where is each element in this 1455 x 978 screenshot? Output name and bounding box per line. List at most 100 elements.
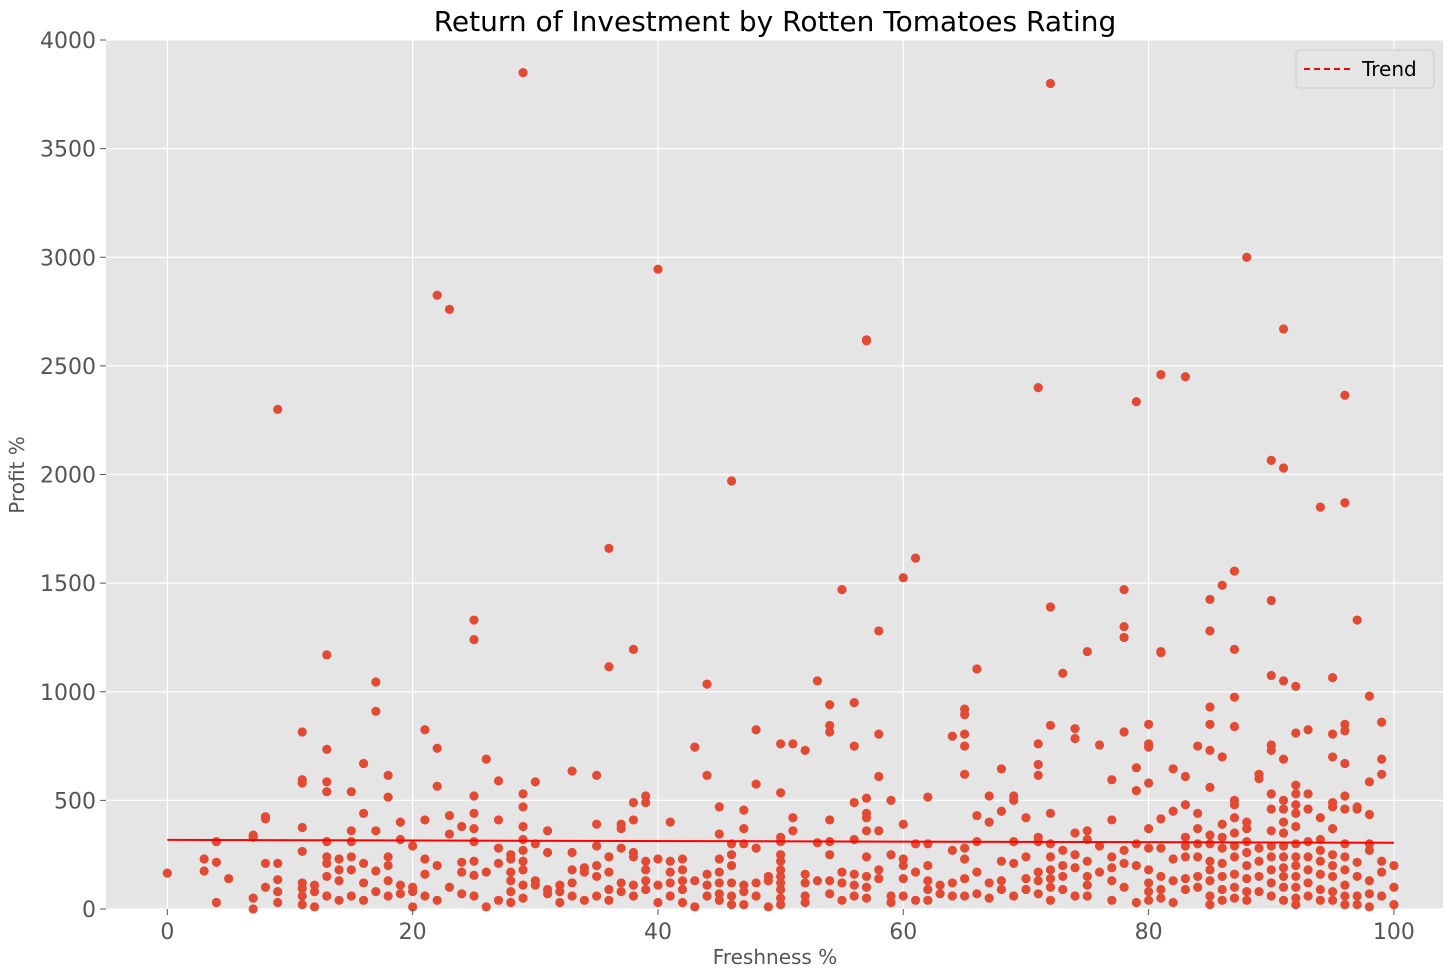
data-point: [1229, 566, 1240, 576]
data-point: [248, 904, 258, 914]
data-point: [874, 865, 884, 875]
data-point: [788, 813, 798, 823]
data-point: [653, 264, 663, 274]
data-point: [776, 856, 786, 866]
data-point: [776, 893, 786, 903]
data-point: [1205, 594, 1215, 605]
data-point: [690, 876, 700, 886]
data-point: [677, 854, 688, 864]
data-point: [1389, 900, 1399, 910]
data-point: [923, 792, 933, 802]
data-point: [1217, 843, 1227, 853]
data-point: [444, 304, 455, 314]
data-point: [923, 839, 933, 849]
data-point: [297, 891, 307, 901]
data-point: [960, 769, 970, 779]
data-point: [628, 880, 639, 890]
data-point: [555, 887, 565, 897]
data-point: [1033, 770, 1043, 780]
data-point: [542, 847, 553, 858]
data-point: [1340, 865, 1350, 875]
data-point: [1205, 782, 1215, 792]
data-point: [960, 709, 970, 720]
data-point: [763, 902, 773, 912]
data-point: [542, 889, 553, 899]
data-point: [1193, 871, 1203, 882]
data-point: [849, 834, 859, 845]
data-point: [395, 880, 405, 890]
data-point: [800, 869, 810, 879]
data-point: [726, 850, 737, 860]
data-point: [1229, 882, 1240, 892]
data-point: [567, 847, 577, 858]
data-point: [1119, 858, 1129, 868]
data-point: [1217, 819, 1227, 829]
data-point: [1193, 741, 1203, 751]
data-point: [874, 626, 884, 636]
data-point: [493, 776, 504, 786]
data-point: [1278, 871, 1289, 882]
data-point: [1328, 729, 1338, 739]
data-point: [273, 858, 283, 868]
data-point: [763, 876, 773, 886]
data-point: [1291, 728, 1301, 738]
data-point: [1242, 847, 1252, 858]
data-point: [481, 867, 491, 877]
data-point: [690, 902, 700, 912]
data-point: [1156, 648, 1166, 658]
data-point: [469, 891, 479, 901]
data-point: [1168, 897, 1178, 908]
y-tick-label: 2500: [40, 355, 96, 380]
data-point: [1364, 902, 1375, 912]
data-point: [1094, 740, 1105, 750]
data-point: [1364, 889, 1375, 899]
data-point: [1340, 791, 1350, 801]
y-axis-ticks: 0 500 1000 1500 2000 2500 3000 3500 4000: [40, 29, 106, 923]
data-point: [1291, 780, 1301, 790]
data-point: [1229, 869, 1240, 879]
data-point: [1303, 891, 1313, 901]
data-point: [1131, 785, 1141, 796]
data-point: [1144, 742, 1154, 752]
data-point: [604, 884, 614, 895]
data-point: [702, 891, 712, 901]
data-point: [383, 860, 393, 871]
data-point: [1377, 891, 1387, 901]
data-point: [1229, 828, 1240, 838]
data-point: [1328, 673, 1338, 683]
data-point: [1291, 821, 1301, 832]
data-point: [518, 856, 528, 866]
data-point: [1278, 863, 1289, 873]
data-point: [1278, 324, 1289, 334]
data-point: [996, 876, 1007, 886]
data-point: [1364, 839, 1375, 849]
x-tick-label: 80: [1135, 920, 1163, 945]
data-point: [861, 826, 872, 836]
data-point: [1303, 865, 1313, 875]
data-point: [714, 854, 724, 864]
data-point: [665, 817, 675, 827]
data-point: [1045, 78, 1056, 89]
data-point: [1291, 789, 1301, 799]
data-point: [469, 837, 479, 847]
data-point: [1229, 813, 1240, 823]
data-point: [1328, 895, 1338, 905]
data-point: [506, 867, 516, 877]
data-point: [297, 900, 307, 910]
data-point: [1229, 721, 1240, 732]
data-point: [837, 878, 847, 888]
data-point: [1352, 615, 1362, 625]
data-point: [567, 865, 577, 875]
data-point: [1119, 845, 1129, 855]
data-point: [960, 843, 970, 853]
data-point: [1205, 839, 1215, 849]
data-point: [309, 880, 320, 890]
data-point: [849, 741, 859, 751]
data-point: [1254, 774, 1264, 784]
data-point: [211, 897, 221, 908]
data-point: [1291, 681, 1301, 691]
data-point: [996, 806, 1007, 816]
data-point: [592, 770, 602, 780]
data-point: [1058, 668, 1068, 678]
